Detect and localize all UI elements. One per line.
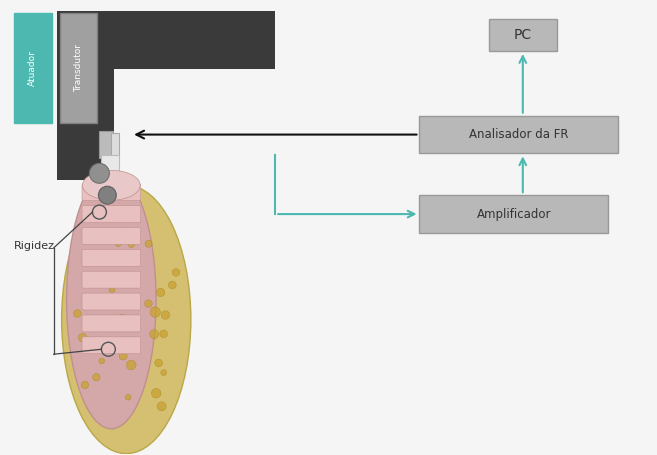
FancyBboxPatch shape bbox=[82, 271, 141, 288]
Text: Analisador da FR: Analisador da FR bbox=[469, 128, 568, 141]
Bar bbox=[57, 11, 114, 180]
Text: Amplificador: Amplificador bbox=[476, 207, 551, 221]
Circle shape bbox=[107, 344, 114, 351]
Circle shape bbox=[93, 374, 100, 381]
Circle shape bbox=[150, 307, 160, 317]
FancyBboxPatch shape bbox=[82, 315, 141, 332]
Circle shape bbox=[126, 254, 133, 261]
Text: Rigidez: Rigidez bbox=[14, 241, 55, 251]
Circle shape bbox=[119, 352, 127, 360]
Circle shape bbox=[95, 324, 102, 331]
FancyBboxPatch shape bbox=[419, 195, 608, 233]
FancyBboxPatch shape bbox=[419, 116, 618, 153]
Circle shape bbox=[161, 369, 167, 375]
Circle shape bbox=[89, 163, 109, 183]
FancyBboxPatch shape bbox=[82, 228, 141, 244]
Circle shape bbox=[124, 298, 134, 308]
FancyBboxPatch shape bbox=[82, 184, 141, 201]
Circle shape bbox=[151, 389, 161, 398]
Circle shape bbox=[172, 268, 180, 276]
Bar bbox=[101, 156, 120, 197]
FancyBboxPatch shape bbox=[82, 293, 141, 310]
Bar bbox=[60, 13, 97, 123]
Circle shape bbox=[106, 317, 115, 327]
Bar bbox=[99, 131, 113, 158]
Circle shape bbox=[99, 186, 116, 204]
Circle shape bbox=[117, 314, 127, 324]
Circle shape bbox=[161, 311, 170, 319]
Circle shape bbox=[119, 228, 125, 233]
Circle shape bbox=[125, 394, 131, 400]
Circle shape bbox=[156, 288, 165, 297]
Circle shape bbox=[160, 330, 168, 338]
FancyBboxPatch shape bbox=[82, 206, 141, 222]
FancyBboxPatch shape bbox=[82, 337, 141, 354]
Ellipse shape bbox=[62, 185, 191, 454]
Bar bbox=[111, 132, 120, 157]
Ellipse shape bbox=[66, 170, 156, 429]
Text: Atuador: Atuador bbox=[28, 50, 37, 86]
Circle shape bbox=[150, 330, 158, 339]
Circle shape bbox=[78, 334, 87, 342]
Circle shape bbox=[154, 359, 162, 367]
Circle shape bbox=[99, 358, 104, 364]
Circle shape bbox=[145, 300, 152, 308]
Bar bbox=[57, 11, 275, 69]
FancyBboxPatch shape bbox=[489, 19, 556, 51]
Circle shape bbox=[81, 381, 89, 389]
Circle shape bbox=[128, 241, 135, 248]
FancyBboxPatch shape bbox=[82, 249, 141, 266]
Circle shape bbox=[115, 240, 122, 247]
Circle shape bbox=[109, 287, 115, 293]
Text: PC: PC bbox=[514, 28, 532, 42]
Circle shape bbox=[74, 310, 81, 318]
Text: Transdutor: Transdutor bbox=[74, 44, 83, 92]
Circle shape bbox=[157, 402, 166, 411]
Circle shape bbox=[103, 317, 110, 324]
Circle shape bbox=[126, 360, 136, 370]
Ellipse shape bbox=[83, 170, 140, 200]
Circle shape bbox=[145, 240, 152, 248]
Circle shape bbox=[168, 281, 176, 289]
Bar bbox=[14, 13, 52, 123]
